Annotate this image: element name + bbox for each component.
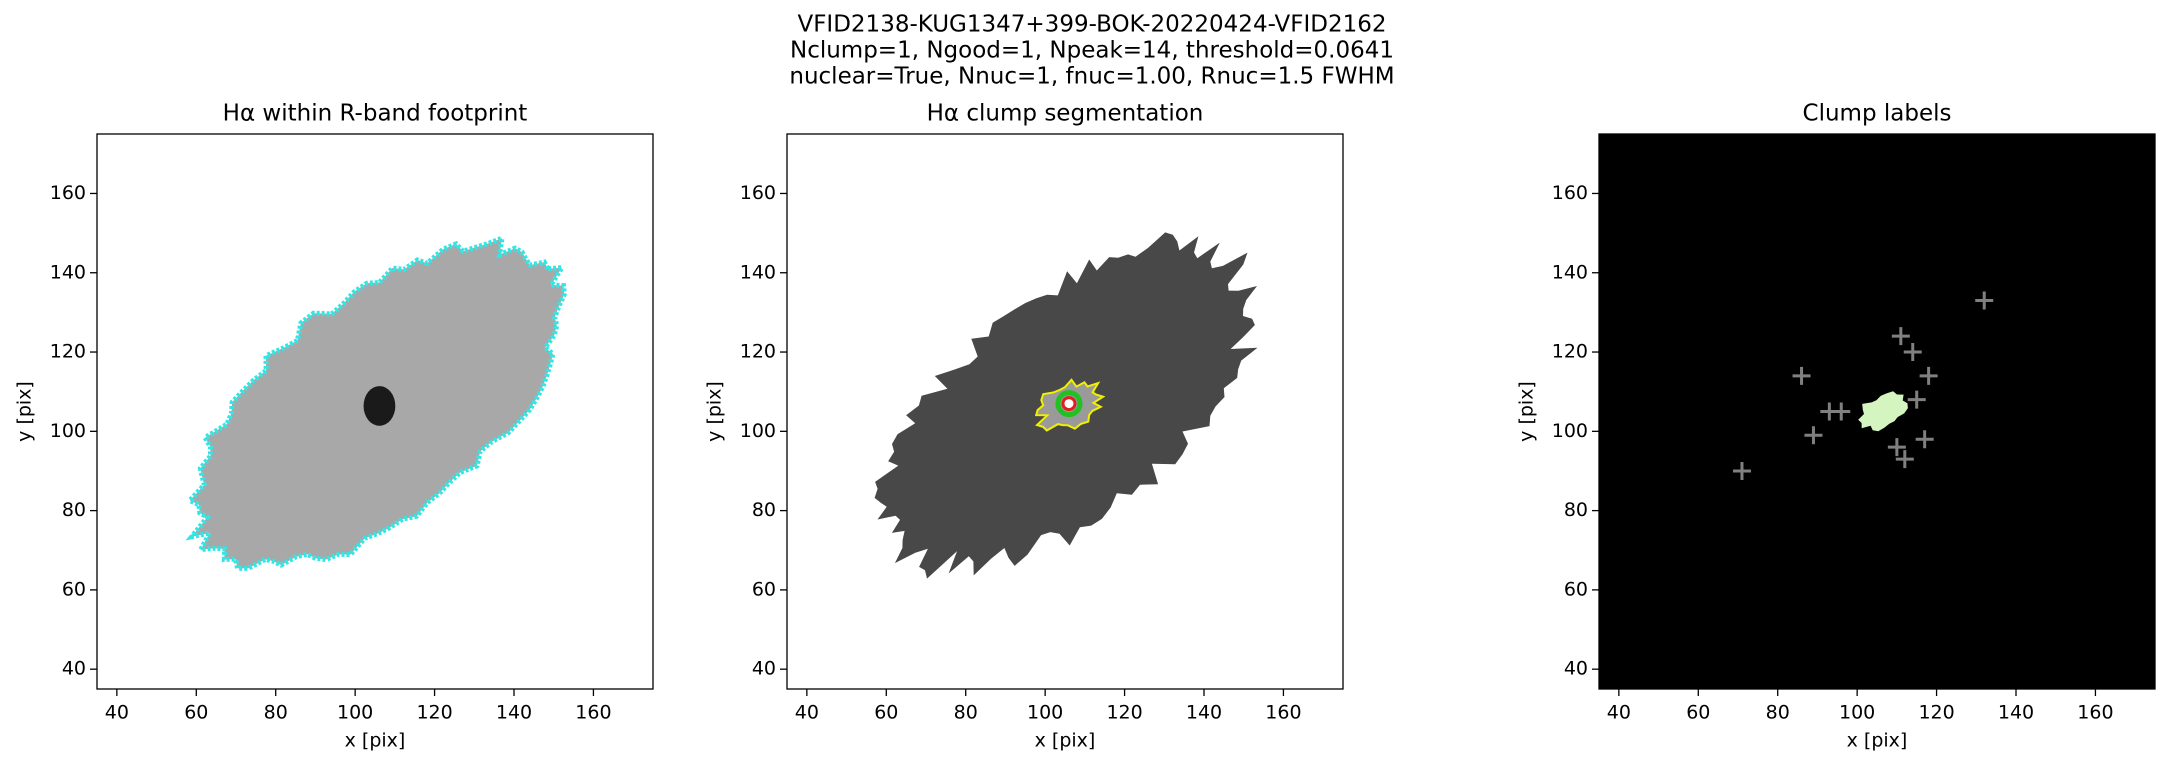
clump-label (1858, 391, 1908, 432)
x-tick-label: 80 (954, 702, 978, 724)
y-tick-label: 40 (62, 658, 86, 680)
peak-marker (1832, 402, 1851, 421)
suptitle: VFID2138-KUG1347+399-BOK-20220424-VFID21… (797, 12, 1386, 38)
x-tick-label: 100 (1027, 702, 1063, 724)
y-tick-label: 60 (752, 578, 776, 600)
x-tick-label: 140 (1998, 702, 2034, 724)
x-tick-label: 40 (105, 702, 129, 724)
axes-title: Clump labels (1803, 101, 1952, 127)
peak-marker (1792, 366, 1811, 385)
y-axis-label: y [pix] (1516, 381, 1538, 442)
y-axis-label: y [pix] (704, 381, 726, 442)
peak-marker (1732, 461, 1751, 480)
nucleus-center (1061, 396, 1077, 412)
y-tick-label: 160 (1552, 182, 1588, 204)
x-tick-label: 80 (1766, 702, 1790, 724)
y-tick-label: 100 (740, 420, 776, 442)
peak-marker (1915, 430, 1934, 449)
suptitle: nuclear=True, Nnuc=1, fnuc=1.00, Rnuc=1.… (789, 64, 1394, 90)
x-tick-label: 120 (416, 702, 452, 724)
peak-marker (1895, 450, 1914, 469)
x-tick-label: 160 (1265, 702, 1301, 724)
y-tick-label: 80 (752, 499, 776, 521)
axes-frame (1598, 133, 2156, 690)
y-axis-label: y [pix] (14, 381, 36, 442)
x-tick-label: 60 (874, 702, 898, 724)
peak-marker (1919, 366, 1938, 385)
x-tick-label: 100 (337, 702, 373, 724)
peak-marker (1907, 390, 1926, 409)
y-tick-label: 40 (1564, 658, 1588, 680)
axes-frame (96, 133, 654, 690)
y-tick-label: 160 (740, 182, 776, 204)
y-tick-label: 40 (752, 658, 776, 680)
peak-marker (1804, 426, 1823, 445)
x-tick-label: 100 (1839, 702, 1875, 724)
x-tick-label: 120 (1106, 702, 1142, 724)
y-tick-label: 60 (1564, 578, 1588, 600)
y-tick-label: 80 (62, 499, 86, 521)
x-tick-label: 40 (1607, 702, 1631, 724)
y-tick-label: 120 (1552, 341, 1588, 363)
y-tick-label: 160 (50, 182, 86, 204)
y-tick-label: 60 (62, 578, 86, 600)
x-tick-label: 160 (575, 702, 611, 724)
x-axis-label: x [pix] (1847, 730, 1908, 752)
peak-marker (1903, 343, 1922, 362)
x-tick-label: 160 (2077, 702, 2113, 724)
x-tick-label: 120 (1918, 702, 1954, 724)
x-axis-label: x [pix] (1035, 730, 1096, 752)
suptitle: Nclump=1, Ngood=1, Npeak=14, threshold=0… (790, 38, 1394, 64)
y-tick-label: 100 (50, 420, 86, 442)
axes-title: Hα clump segmentation (927, 101, 1204, 127)
x-tick-label: 60 (184, 702, 208, 724)
x-axis-label: x [pix] (345, 730, 406, 752)
x-tick-label: 40 (795, 702, 819, 724)
x-tick-label: 60 (1686, 702, 1710, 724)
axes-title: Hα within R-band footprint (223, 101, 528, 127)
y-tick-label: 100 (1552, 420, 1588, 442)
axes-frame (786, 133, 1344, 690)
y-tick-label: 140 (740, 261, 776, 283)
peak-marker (1891, 327, 1910, 346)
galaxy-core (363, 386, 396, 426)
nucleus-ring (1055, 390, 1083, 418)
peak-marker (1887, 438, 1906, 457)
y-tick-label: 80 (1564, 499, 1588, 521)
x-tick-label: 80 (264, 702, 288, 724)
y-tick-label: 140 (50, 261, 86, 283)
x-tick-label: 140 (496, 702, 532, 724)
y-tick-label: 140 (1552, 261, 1588, 283)
peak-marker (1975, 291, 1994, 310)
nucleus-marker (1055, 390, 1083, 418)
y-tick-label: 120 (740, 341, 776, 363)
x-tick-label: 140 (1186, 702, 1222, 724)
y-tick-label: 120 (50, 341, 86, 363)
